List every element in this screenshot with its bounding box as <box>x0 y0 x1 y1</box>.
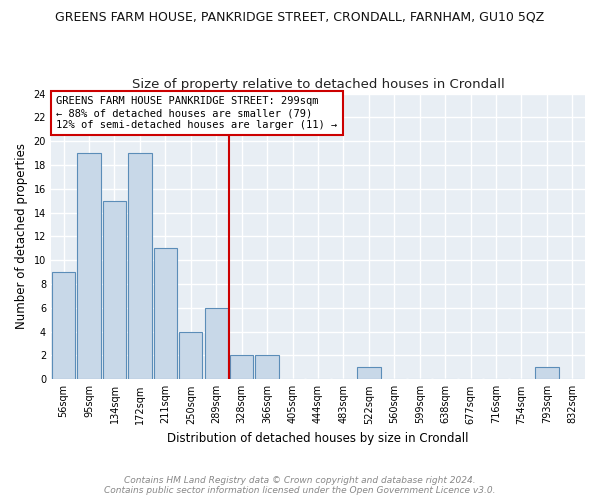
Bar <box>256 356 279 380</box>
Bar <box>230 356 253 380</box>
Bar <box>77 153 101 380</box>
Text: GREENS FARM HOUSE PANKRIDGE STREET: 299sqm
← 88% of detached houses are smaller : GREENS FARM HOUSE PANKRIDGE STREET: 299s… <box>56 96 338 130</box>
Bar <box>179 332 202 380</box>
Text: GREENS FARM HOUSE, PANKRIDGE STREET, CRONDALL, FARNHAM, GU10 5QZ: GREENS FARM HOUSE, PANKRIDGE STREET, CRO… <box>55 10 545 23</box>
Bar <box>52 272 76 380</box>
X-axis label: Distribution of detached houses by size in Crondall: Distribution of detached houses by size … <box>167 432 469 445</box>
Bar <box>535 368 559 380</box>
Text: Contains HM Land Registry data © Crown copyright and database right 2024.
Contai: Contains HM Land Registry data © Crown c… <box>104 476 496 495</box>
Bar <box>357 368 380 380</box>
Bar <box>205 308 228 380</box>
Bar <box>154 248 177 380</box>
Bar <box>103 200 126 380</box>
Title: Size of property relative to detached houses in Crondall: Size of property relative to detached ho… <box>131 78 505 91</box>
Y-axis label: Number of detached properties: Number of detached properties <box>15 144 28 330</box>
Bar <box>128 153 152 380</box>
